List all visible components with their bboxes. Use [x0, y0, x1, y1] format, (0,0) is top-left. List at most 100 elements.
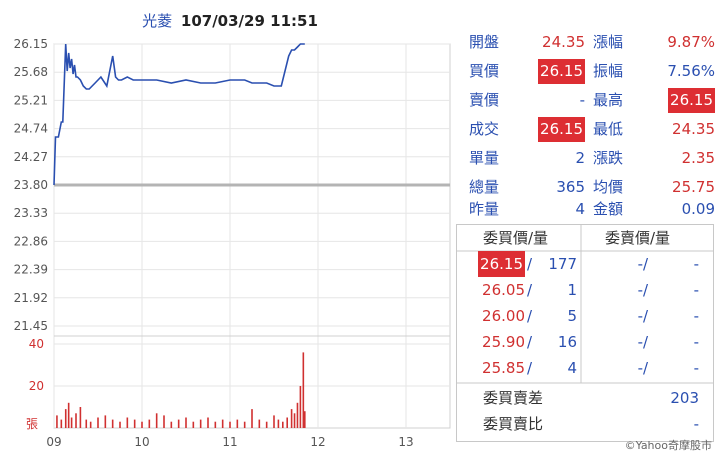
price-tick-label: 22.39 [14, 263, 48, 277]
quote-value: 24.35 [542, 33, 585, 51]
quote-label: 成交 [469, 120, 500, 138]
price-tick-label: 25.68 [14, 65, 48, 79]
volume-tick-label: 20 [29, 379, 44, 393]
price-tick-label: 26.15 [14, 37, 48, 51]
slash: / [527, 255, 533, 273]
chart-frame [53, 43, 451, 429]
bid-ask-ratio-label: 委買賣比 [483, 415, 544, 433]
bid-ask-diff-label: 委買賣差 [483, 389, 544, 407]
bid-qty: 4 [567, 359, 577, 377]
quote-label: 金額 [593, 200, 624, 218]
quote-value: 0.09 [681, 200, 715, 218]
quote-row: 成交 26.15 最低 24.35 [463, 117, 715, 142]
ask-qty: - [693, 333, 699, 351]
bid-price: 26.15 [478, 251, 525, 277]
ask-qty: - [693, 359, 699, 377]
time-tick-label: 11 [222, 435, 237, 449]
ask-header: 委賣價/量 [605, 229, 671, 247]
quote-label: 最高 [593, 91, 624, 109]
slash: / [527, 333, 533, 351]
quote-value: 365 [556, 178, 585, 196]
bid-qty: 177 [548, 255, 577, 273]
quote-value: 9.87% [667, 33, 715, 51]
slash: / [643, 281, 649, 299]
price-tick-label: 21.92 [14, 291, 48, 305]
slash: / [527, 281, 533, 299]
slash: / [643, 333, 649, 351]
quote-timestamp: 107/03/29 11:51 [180, 12, 318, 30]
book-row: 26.15 / 177 - / - [457, 251, 713, 277]
book-row: 25.90 / 16 - / - [457, 329, 713, 355]
ask-qty: - [693, 281, 699, 299]
quote-label: 昨量 [469, 200, 500, 218]
order-book: 委買價/量 委賣價/量 26.15 / 177 - / - 26.05 / 1 … [456, 224, 714, 442]
bid-qty: 16 [557, 333, 577, 351]
intraday-chart: 26.15 25.68 25.21 24.74 24.27 23.80 23.33 22.86… [14, 37, 451, 449]
book-row: 26.00 / 5 - / - [457, 303, 713, 329]
ask-price: - [637, 359, 643, 377]
quote-label: 開盤 [469, 33, 500, 51]
bid-price: 25.90 [482, 333, 525, 351]
quote-label: 振幅 [593, 62, 624, 80]
stock-name: 光菱 [142, 12, 173, 30]
bid-ask-diff-value: 203 [670, 389, 699, 407]
bid-price: 26.00 [482, 307, 525, 325]
bid-qty: 1 [567, 281, 577, 299]
quote-value: 26.15 [668, 88, 715, 113]
quote-value: 26.15 [538, 117, 585, 142]
quote-row: 單量 2 漲跌 2.35 [463, 146, 715, 171]
price-tick-label: 21.45 [14, 319, 48, 333]
bid-qty: 5 [567, 307, 577, 325]
price-tick-label: 23.33 [14, 206, 48, 220]
price-tick-label: 24.27 [14, 150, 48, 164]
quote-label: 單量 [469, 149, 500, 167]
slash: / [643, 255, 649, 273]
price-tick-label: 24.74 [14, 122, 48, 136]
ask-qty: - [693, 255, 699, 273]
time-tick-label: 13 [398, 435, 413, 449]
ask-price: - [637, 281, 643, 299]
quote-label: 總量 [469, 178, 500, 196]
quote-value: 7.56% [667, 62, 715, 80]
quote-value: 26.15 [538, 59, 585, 84]
book-row: 26.05 / 1 - / - [457, 277, 713, 303]
chart-title: 光菱 107/03/29 11:51 [0, 10, 460, 31]
quote-value: 2.35 [681, 149, 715, 167]
quote-value: 24.35 [672, 120, 715, 138]
quote-value: - [579, 91, 585, 109]
quote-row: 開盤 24.35 漲幅 9.87% [463, 30, 715, 55]
quote-label: 最低 [593, 120, 624, 138]
slash: / [527, 307, 533, 325]
price-tick-label: 23.80 [14, 178, 48, 192]
ask-qty: - [693, 307, 699, 325]
quote-label: 漲幅 [593, 33, 624, 51]
quote-row: 買價 26.15 振幅 7.56% [463, 59, 715, 84]
quote-value: 4 [575, 200, 585, 218]
time-tick-label: 10 [134, 435, 149, 449]
time-tick-label: 12 [310, 435, 325, 449]
quote-label: 漲跌 [593, 149, 624, 167]
quote-label: 均價 [593, 178, 624, 196]
bid-header: 委買價/量 [483, 229, 549, 247]
ask-price: - [637, 255, 643, 273]
quote-row: 昨量 4 金額 0.09 [463, 197, 715, 222]
price-line [53, 43, 305, 186]
quote-row: 總量 365 均價 25.75 [463, 175, 715, 200]
yahoo-credit: ©Yahoo奇摩股市 [624, 439, 712, 452]
book-row: 25.85 / 4 - / - [457, 355, 713, 381]
quote-label: 賣價 [469, 91, 500, 109]
volume-unit-label: 張 [26, 417, 38, 431]
bid-price: 25.85 [482, 359, 525, 377]
bid-price: 26.05 [482, 281, 525, 299]
ask-price: - [637, 333, 643, 351]
volume-tick-label: 40 [29, 337, 44, 351]
quote-value: 25.75 [672, 178, 715, 196]
ask-price: - [637, 307, 643, 325]
slash: / [527, 359, 533, 377]
slash: / [643, 359, 649, 377]
price-tick-label: 25.21 [14, 93, 48, 107]
bid-ask-ratio-value: - [693, 415, 699, 433]
quote-label: 買價 [469, 62, 500, 80]
slash: / [643, 307, 649, 325]
quote-row: 賣價 - 最高 26.15 [463, 88, 715, 113]
